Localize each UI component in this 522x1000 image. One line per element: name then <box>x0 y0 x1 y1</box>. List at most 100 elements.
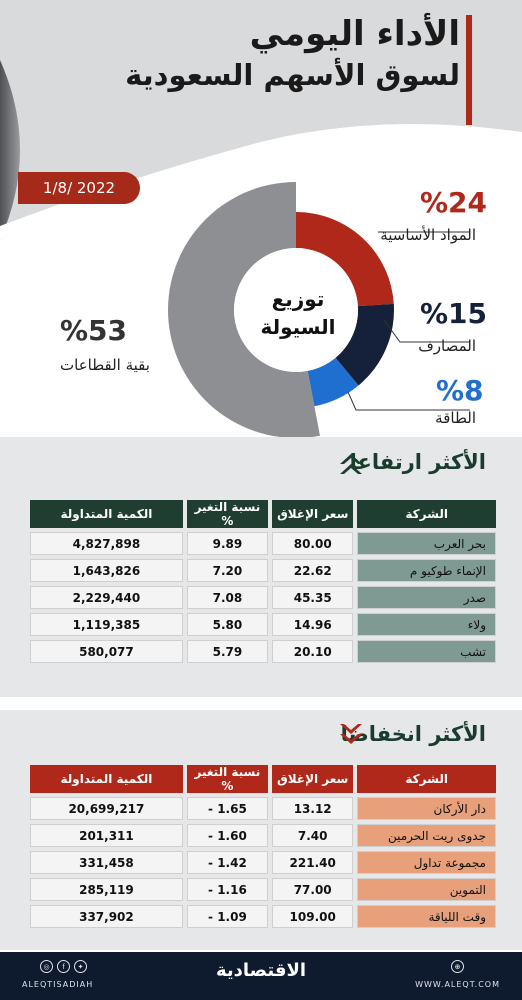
globe-icon: ⊕ <box>451 960 464 973</box>
company-cell: جدوى ريت الحرمين <box>357 824 496 847</box>
change-pct-cell: 1.60 - <box>186 824 269 847</box>
twitter-icon[interactable]: ✦ <box>74 960 87 973</box>
table-row: صدر 45.35 7.08 2,229,440 <box>30 586 496 609</box>
donut-segment-energy <box>307 357 359 407</box>
social-handle: ALEQTISADIAH <box>22 980 94 989</box>
volume-cell: 20,699,217 <box>30 797 183 820</box>
facebook-icon[interactable]: f <box>57 960 70 973</box>
donut-segment-basic-materials <box>296 212 394 307</box>
gainers-header: الأكثر ارتفاعا <box>0 444 522 484</box>
gainers-header-row: الشركة سعر الإغلاق نسبة التغير % الكمية … <box>30 500 496 528</box>
company-cell: وقت اللياقة <box>357 905 496 928</box>
donut-hole <box>234 248 358 372</box>
segment-other-pct: %53 <box>60 314 128 347</box>
leader-line <box>383 319 470 343</box>
volume-cell: 201,311 <box>30 824 183 847</box>
down-arrow-icon <box>340 724 362 744</box>
gainers-table: الشركة سعر الإغلاق نسبة التغير % الكمية … <box>30 496 496 667</box>
close-price-cell: 221.40 <box>271 851 354 874</box>
close-price-cell: 7.40 <box>271 824 354 847</box>
segment-banks-pct: %15 <box>420 297 488 330</box>
losers-header-row: الشركة سعر الإغلاق نسبة التغير % الكمية … <box>30 765 496 793</box>
close-price-cell: 13.12 <box>271 797 354 820</box>
table-row: دار الأركان 13.12 1.65 -20,699,217 <box>30 797 496 820</box>
volume-cell: 285,119 <box>30 878 183 901</box>
close-price-cell: 14.96 <box>272 613 354 636</box>
volume-cell: 1,643,826 <box>30 559 183 582</box>
up-arrow-icon <box>340 454 362 474</box>
gainers-title: الأكثر ارتفاعا <box>349 450 486 474</box>
close-price-cell: 45.35 <box>272 586 354 609</box>
company-cell: الإنماء طوكيو م <box>357 559 496 582</box>
company-cell: دار الأركان <box>357 797 496 820</box>
table-row: بحر العرب 80.00 9.89 4,827,898 <box>30 532 496 555</box>
table-row: الإنماء طوكيو م 22.62 7.20 1,643,826 <box>30 559 496 582</box>
col-close-price: سعر الإغلاق <box>272 500 354 528</box>
losers-title: الأكثر انخفاضا <box>340 722 486 746</box>
change-pct-cell: 9.89 <box>186 532 269 555</box>
change-pct-cell: 5.79 <box>186 640 269 663</box>
segment-basic-materials-name: المواد الأساسية <box>380 226 476 244</box>
close-price-cell: 109.00 <box>271 905 354 928</box>
close-price-cell: 77.00 <box>271 878 354 901</box>
donut-center-line2: السيولة <box>260 315 336 339</box>
date-badge: 1/8/ 2022 <box>18 172 140 204</box>
change-pct-cell: 7.20 <box>186 559 269 582</box>
segment-other-name: بقية القطاعات <box>60 356 150 374</box>
donut-segment-banks <box>335 303 394 386</box>
website-link[interactable]: WWW.ALEQT.COM <box>415 980 500 989</box>
table-row: تشب 20.10 5.79 580,077 <box>30 640 496 663</box>
segment-energy-name: الطاقة <box>435 409 476 427</box>
col-volume: الكمية المتداولة <box>30 500 183 528</box>
social-icons: ◎ f ✦ <box>40 960 87 973</box>
close-price-cell: 22.62 <box>272 559 354 582</box>
losers-header: الأكثر انخفاضا <box>0 716 522 756</box>
segment-energy-pct: %8 <box>436 374 484 407</box>
liquidity-donut-chart <box>167 182 470 438</box>
volume-cell: 2,229,440 <box>30 586 183 609</box>
footer: ◎ f ✦ الاقتصادية ALEQTISADIAH ⊕ WWW.ALEQ… <box>0 952 522 1000</box>
close-price-cell: 20.10 <box>272 640 354 663</box>
volume-cell: 1,119,385 <box>30 613 183 636</box>
col-close-price: سعر الإغلاق <box>271 765 354 793</box>
col-company: الشركة <box>357 765 496 793</box>
donut-center-label: توزيع السيولة <box>258 285 338 341</box>
brand-logo: الاقتصادية <box>215 960 307 981</box>
volume-cell: 331,458 <box>30 851 183 874</box>
segment-basic-materials-pct: %24 <box>420 186 488 219</box>
close-price-cell: 80.00 <box>272 532 354 555</box>
leader-line <box>347 391 470 411</box>
table-row: ولاء 14.96 5.80 1,119,385 <box>30 613 496 636</box>
segment-banks-name: المصارف <box>418 337 476 355</box>
company-cell: التموين <box>357 878 496 901</box>
header-title: الأداء اليومي <box>249 14 460 54</box>
col-volume: الكمية المتداولة <box>30 765 183 793</box>
company-cell: تشب <box>357 640 496 663</box>
donut-center-line1: توزيع <box>271 287 325 311</box>
company-cell: ولاء <box>357 613 496 636</box>
col-company: الشركة <box>357 500 496 528</box>
change-pct-cell: 1.16 - <box>186 878 269 901</box>
col-change-pct: نسبة التغير % <box>186 500 269 528</box>
company-cell: بحر العرب <box>357 532 496 555</box>
change-pct-cell: 1.65 - <box>186 797 269 820</box>
header-subtitle: لسوق الأسهم السعودية <box>125 58 460 92</box>
change-pct-cell: 1.09 - <box>186 905 269 928</box>
volume-cell: 337,902 <box>30 905 183 928</box>
change-pct-cell: 5.80 <box>186 613 269 636</box>
table-row: مجموعة تداول 221.40 1.42 -331,458 <box>30 851 496 874</box>
company-cell: مجموعة تداول <box>357 851 496 874</box>
volume-cell: 580,077 <box>30 640 183 663</box>
company-cell: صدر <box>357 586 496 609</box>
volume-cell: 4,827,898 <box>30 532 183 555</box>
table-row: التموين 77.00 1.16 -285,119 <box>30 878 496 901</box>
table-row: وقت اللياقة 109.00 1.09 -337,902 <box>30 905 496 928</box>
col-change-pct: نسبة التغير % <box>186 765 269 793</box>
losers-table: الشركة سعر الإغلاق نسبة التغير % الكمية … <box>30 761 496 932</box>
change-pct-cell: 7.08 <box>186 586 269 609</box>
donut-segment-other <box>167 182 320 438</box>
table-row: جدوى ريت الحرمين 7.40 1.60 -201,311 <box>30 824 496 847</box>
change-pct-cell: 1.42 - <box>186 851 269 874</box>
instagram-icon[interactable]: ◎ <box>40 960 53 973</box>
